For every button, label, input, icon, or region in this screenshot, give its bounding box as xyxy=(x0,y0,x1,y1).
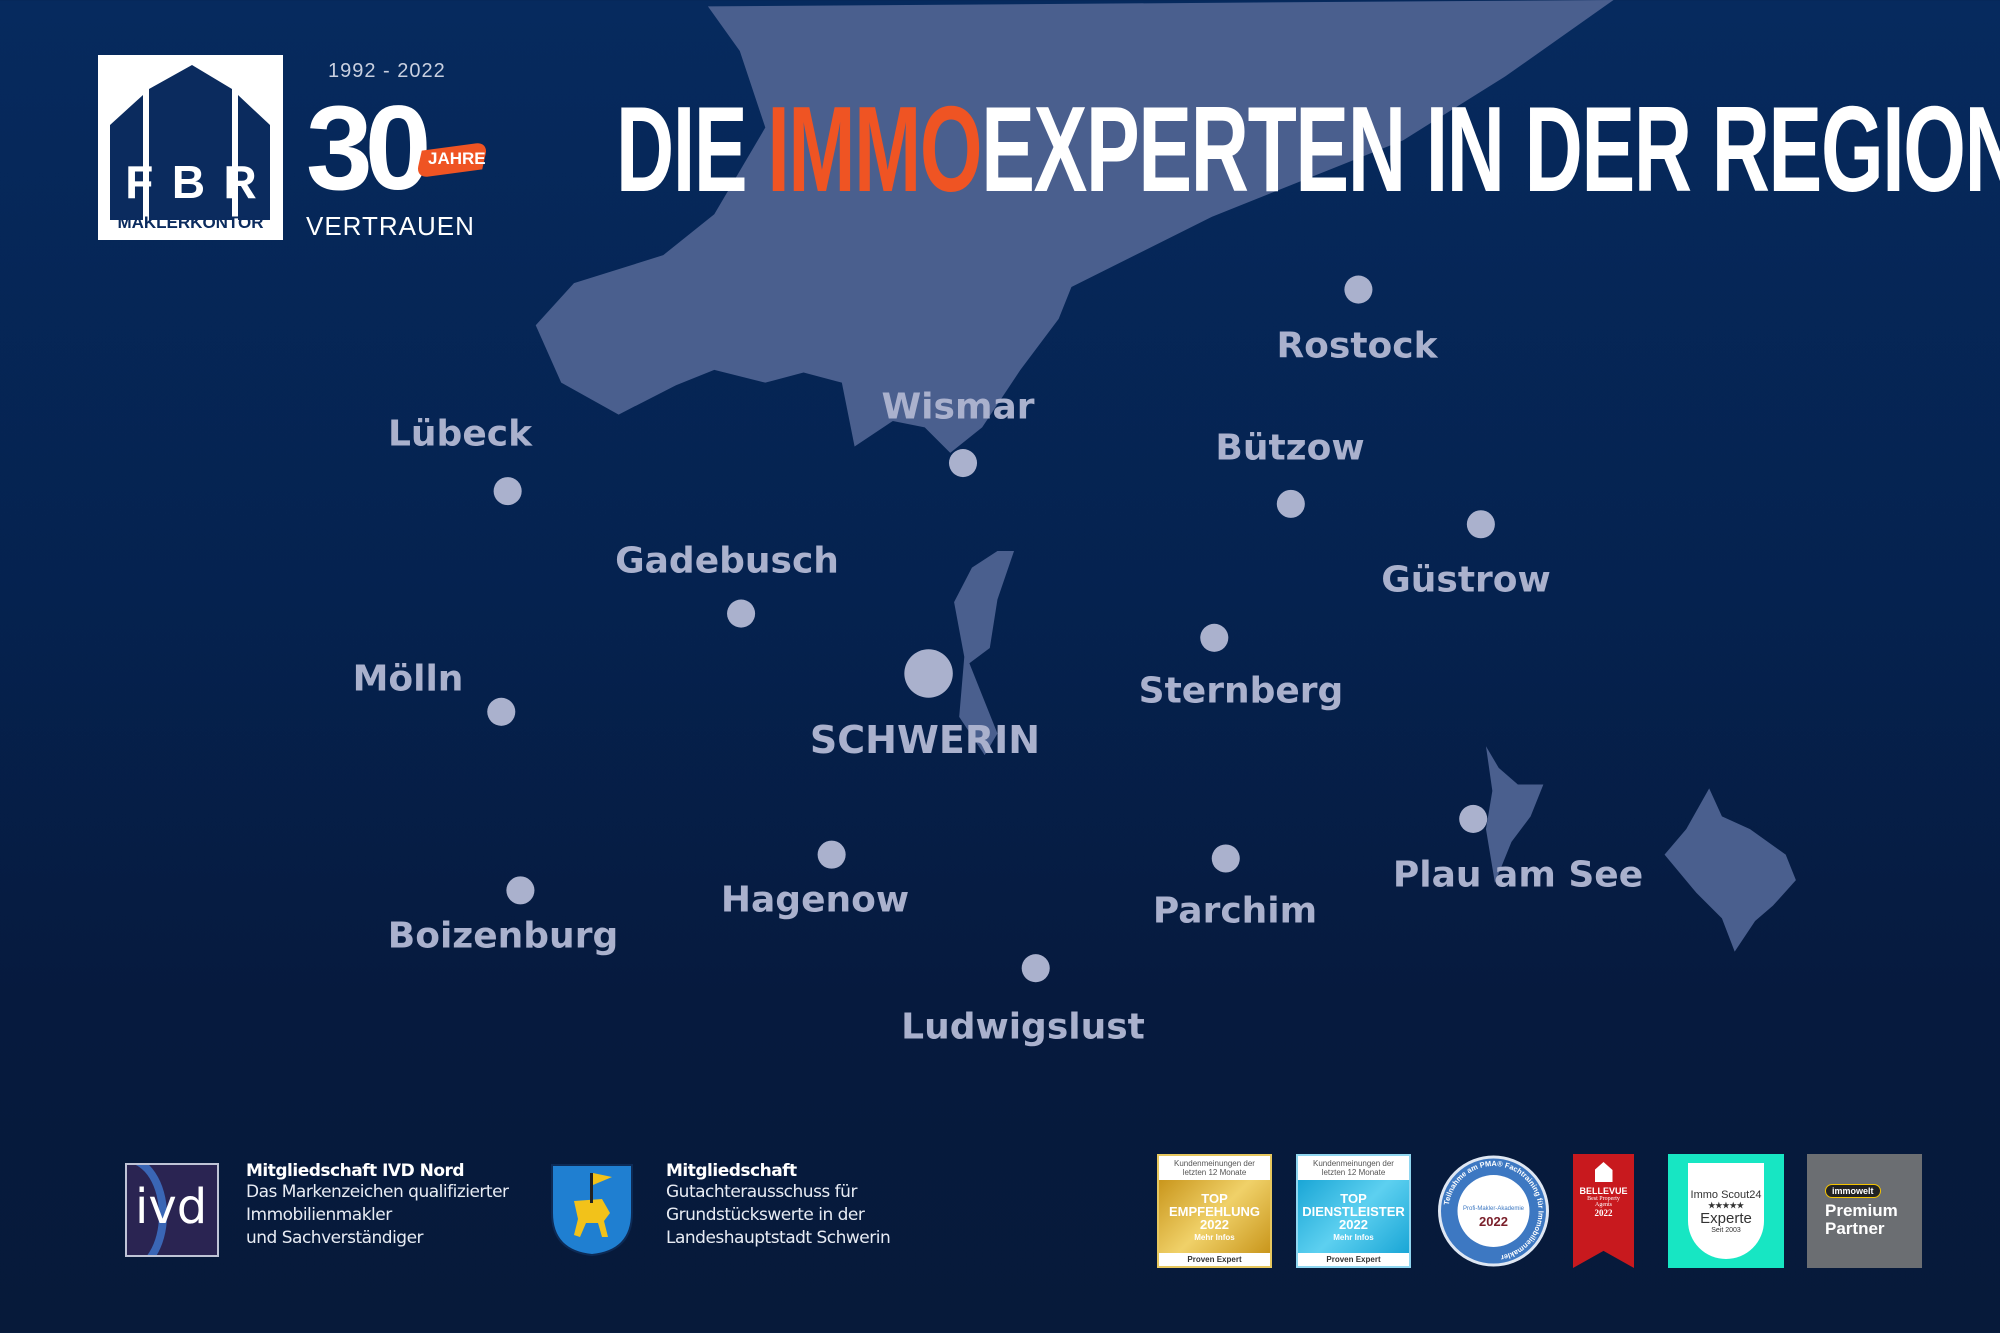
city-label-capital: SCHWERIN xyxy=(809,718,1041,762)
plau-lake-shape xyxy=(1485,746,1544,883)
badge-pma[interactable]: Teilnahme am PMA® Fachtraining für Immob… xyxy=(1437,1154,1550,1268)
logo-letter: F xyxy=(125,156,154,208)
schwerin-coat-of-arms-icon xyxy=(551,1164,633,1257)
logo-letter: B xyxy=(171,156,206,208)
schwerin-lake-shape xyxy=(954,551,1015,756)
city-label: Parchim xyxy=(1152,890,1318,932)
anniversary-ribbon: JAHRE xyxy=(428,149,486,168)
badge-proven-expert-dienstleister[interactable]: Kundenmeinungen der letzten 12 Monate TO… xyxy=(1296,1154,1411,1268)
badge-proven-expert-empfehlung[interactable]: Kundenmeinungen der letzten 12 Monate TO… xyxy=(1157,1154,1272,1268)
city-dot-guestrow xyxy=(1466,510,1495,539)
city-dot-luebeck xyxy=(493,477,522,506)
more-info-link: Mehr Infos xyxy=(1333,1232,1374,1242)
houses-icon xyxy=(110,65,270,220)
city-label: Güstrow xyxy=(1381,559,1551,601)
mueritz-lake-shape xyxy=(1664,788,1796,952)
city-dots xyxy=(487,275,1495,983)
city-label: Boizenburg xyxy=(387,915,619,957)
badge-bellevue[interactable]: BELLEVUE Best Property Agents 2022 xyxy=(1573,1154,1634,1268)
bellevue-house-icon xyxy=(1594,1162,1613,1182)
city-label: Ludwigslust xyxy=(901,1006,1145,1048)
membership-ivd: Mitgliedschaft IVD Nord Das Markenzeiche… xyxy=(246,1161,509,1248)
city-dot-plau xyxy=(1459,804,1488,833)
city-dot-hagenow xyxy=(817,840,846,869)
city-label: Rostock xyxy=(1276,325,1438,367)
city-label: Gadebusch xyxy=(615,540,839,582)
more-info-link: Mehr Infos xyxy=(1194,1232,1235,1242)
pma-inner-text: Profi-Makler-Akademie xyxy=(1463,1206,1525,1212)
city-dot-wismar xyxy=(948,449,978,478)
city-label: Hagenow xyxy=(720,879,910,921)
city-dot-parchim xyxy=(1211,844,1240,873)
logo-letter: R xyxy=(223,156,257,208)
baltic-sea-shape xyxy=(535,0,1614,453)
city-dot-ludwigslust xyxy=(1021,954,1050,983)
pma-year: 2022 xyxy=(1479,1214,1508,1229)
fbr-logo: F B R MAKLERKONTOR xyxy=(98,55,283,240)
badge-immowelt[interactable]: immowelt Premium Partner xyxy=(1807,1154,1922,1268)
anniversary-tagline: VERTRAUEN xyxy=(306,211,475,241)
city-label: Bützow xyxy=(1215,427,1365,469)
city-dot-moelln xyxy=(487,697,516,726)
city-dot-rostock xyxy=(1344,275,1373,304)
city-label: Wismar xyxy=(881,386,1035,428)
city-label: Plau am See xyxy=(1392,854,1644,896)
badge-immoscout24[interactable]: Immo Scout24 ★★★★★ Experte Seit 2003 xyxy=(1668,1154,1784,1268)
title-highlight: IMMO xyxy=(767,81,982,217)
city-dot-buetzow xyxy=(1276,489,1305,518)
page-title: DIE IMMOEXPERTEN IN DER REGION xyxy=(616,81,2000,217)
city-dot-schwerin xyxy=(904,649,953,698)
logo-subtitle: MAKLERKONTOR xyxy=(117,213,264,232)
city-dot-sternberg xyxy=(1200,623,1229,652)
city-label: Lübeck xyxy=(387,413,533,455)
ivd-logo: ivd xyxy=(125,1163,219,1257)
city-label: Mölln xyxy=(352,658,464,700)
anniversary-number: 30 xyxy=(306,81,432,215)
city-label: Sternberg xyxy=(1138,670,1344,712)
city-dot-boizenburg xyxy=(506,876,535,905)
membership-gutachter: Mitgliedschaft Gutachterausschuss für Gr… xyxy=(666,1161,891,1248)
anniversary-years: 1992 - 2022 xyxy=(328,60,446,82)
city-dot-gadebusch xyxy=(727,599,756,628)
